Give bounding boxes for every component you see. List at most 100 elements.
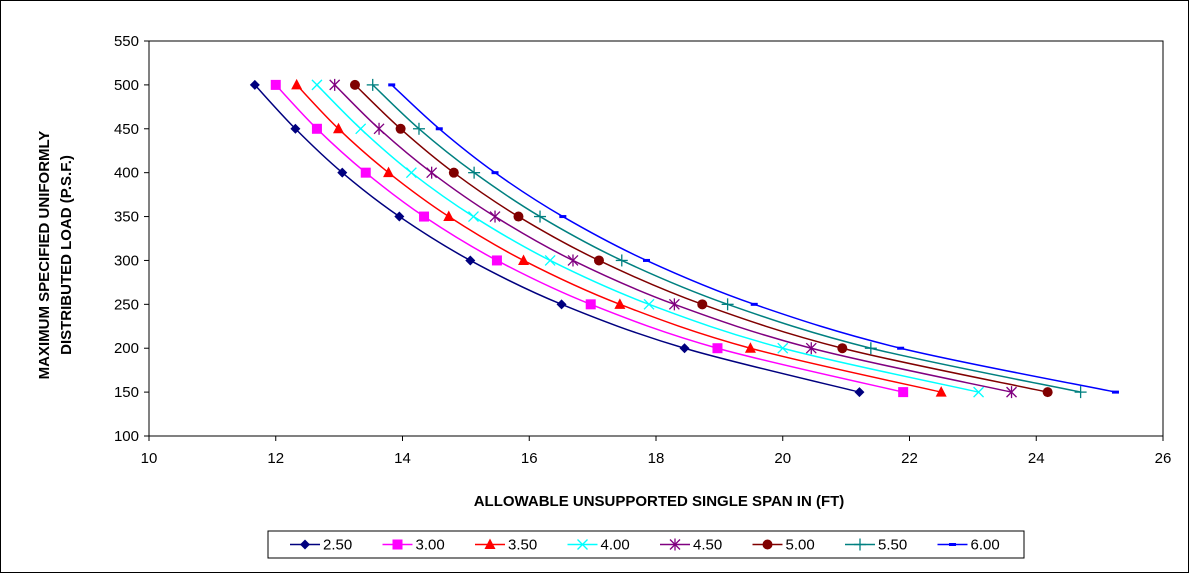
data-point [593,255,604,266]
plot-area-border [148,40,1164,437]
data-point [805,342,817,355]
data-point [419,211,430,222]
x-tick-label: 14 [394,450,411,467]
legend-item-3-00: 3.00 [382,537,445,554]
data-point [518,254,530,265]
legend-marker [484,538,496,549]
data-point [360,167,371,178]
data-point [534,210,547,223]
data-point [337,167,348,178]
marker-stroke [973,386,985,398]
data-point [614,298,626,309]
y-tick-label: 150 [114,384,139,401]
data-point [491,255,502,266]
data-point [864,342,877,355]
x-axis-ticks: 10 12 14 16 18 20 22 24 26 [141,436,1171,467]
data-point [898,387,909,398]
legend-item-6-00: 6.00 [937,537,1000,554]
data-point [712,343,723,354]
x-tick-label: 16 [521,450,538,467]
data-point [615,254,628,267]
legend-label: 5.50 [878,537,907,554]
data-point [567,254,579,267]
data-point [290,123,301,134]
data-point [556,299,567,310]
series-3-50 [291,78,947,397]
x-axis-title: ALLOWABLE UNSUPPORTED SINGLE SPAN IN (FT… [474,493,845,510]
data-point [513,211,524,222]
data-point [973,386,985,398]
y-tick-label: 100 [114,428,139,445]
y-tick-label: 450 [114,121,139,138]
data-point [679,343,690,354]
data-point [448,167,459,178]
marker-stroke [577,539,588,550]
plot-area [148,40,1164,437]
x-tick-label: 18 [648,450,665,467]
data-point [435,127,443,131]
legend-label: 2.50 [323,537,352,554]
legend-marker [949,543,956,546]
series-4-00 [311,79,985,398]
y-tick-label: 250 [114,296,139,313]
series-5-00 [349,79,1053,398]
y-tick-label: 200 [114,340,139,357]
y-tick-label: 500 [114,77,139,94]
legend-label: 6.00 [971,537,1000,554]
data-point [777,342,789,354]
data-point [559,215,567,219]
legend-marker [854,538,866,551]
x-tick-label: 10 [141,450,158,467]
y-tick-label: 550 [114,33,139,50]
y-axis-title-line-2: DISTRIBUTED LOAD (P.S.F.) [58,155,75,355]
y-tick-label: 300 [114,252,139,269]
data-point [489,210,501,223]
data-point [1074,386,1087,399]
marker-stroke [777,342,789,354]
legend: 2.50 3.00 3.50 4.00 4.50 5.00 5.50 6.00 [267,530,1025,559]
data-point [388,83,396,87]
data-point [395,123,406,134]
series-layer [249,78,1119,399]
data-point [491,171,499,175]
legend-item-2-50: 2.50 [290,537,352,554]
x-tick-label: 20 [774,450,791,467]
data-point [249,79,260,90]
legend-marker [762,539,773,550]
y-axis-title-line-1: MAXIMUM SPECIFIED UNIFORMLY [36,131,53,380]
legend-item-5-00: 5.00 [752,537,815,554]
series-4-50 [329,78,1017,399]
marker-stroke [643,298,655,310]
data-point [668,298,680,311]
data-point [468,166,481,179]
marker-stroke [355,123,367,135]
marker-stroke [405,167,417,179]
data-point [394,211,405,222]
legend-label: 4.50 [693,537,722,554]
legend-label: 5.00 [786,537,815,554]
data-point [642,258,650,262]
data-point [443,210,455,222]
data-point [935,386,947,397]
data-point [744,342,756,353]
marker-stroke [311,79,323,91]
data-point [349,79,360,90]
data-point [585,299,596,310]
x-tick-label: 24 [1028,450,1045,467]
data-point [897,346,905,350]
data-point [405,167,417,179]
data-point [697,299,708,310]
data-point [1042,387,1053,398]
marker-stroke [544,254,556,266]
data-point [311,123,322,134]
y-tick-label: 350 [114,209,139,226]
data-point [270,79,281,90]
x-tick-label: 22 [901,450,918,467]
data-point [465,255,476,266]
legend-marker [300,539,310,550]
data-point [721,298,734,311]
data-point [750,302,758,306]
data-point [383,166,395,178]
data-point [412,122,425,135]
